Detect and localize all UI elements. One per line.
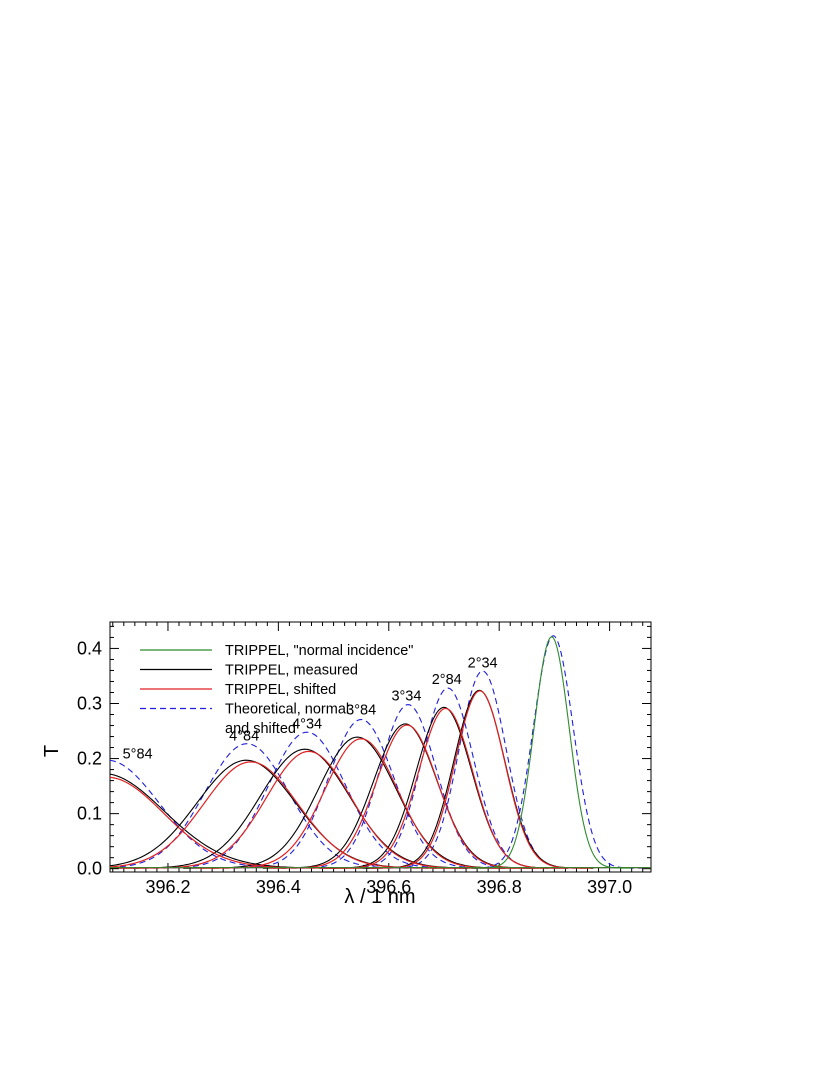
angle-annotation: 5°84 bbox=[123, 747, 153, 763]
x-tick-label: 396.6 bbox=[366, 877, 411, 897]
x-tick-label: 396.8 bbox=[477, 877, 522, 897]
peak-theoretical-4 bbox=[213, 718, 509, 869]
x-tick-label: 396.2 bbox=[145, 877, 190, 897]
angle-annotation: 2°84 bbox=[432, 672, 462, 688]
y-tick-label: 0.0 bbox=[77, 859, 102, 879]
peak-shifted-2 bbox=[269, 724, 545, 869]
peak-measured-0 bbox=[365, 689, 594, 869]
x-axis-title: λ / 1 nm bbox=[344, 886, 415, 908]
peak-shifted-1 bbox=[324, 707, 567, 869]
angle-annotation: 3°34 bbox=[391, 689, 421, 705]
legend-label: TRIPPEL, shifted bbox=[225, 682, 336, 698]
series-shifted bbox=[109, 690, 651, 869]
series-layer bbox=[109, 635, 651, 869]
peak-shifted-3 bbox=[197, 738, 525, 869]
angle-annotation: 3°84 bbox=[346, 703, 376, 719]
y-axis-title: T bbox=[41, 745, 63, 757]
legend: TRIPPEL, "normal incidence" TRIPPEL, meas… bbox=[140, 643, 413, 737]
y-tick-label: 0.2 bbox=[77, 749, 102, 769]
peak-theoretical-6 bbox=[109, 743, 437, 869]
axis-ticks bbox=[110, 622, 651, 872]
plot-frame bbox=[109, 621, 652, 873]
y-tick-label: 0.3 bbox=[77, 693, 102, 713]
tick-labels: 396.2 396.4 396.6 396.8 397.0 0.0 0.1 0.2 0.3 0.4 bbox=[77, 638, 632, 897]
x-tick-label: 397.0 bbox=[587, 877, 632, 897]
legend-label: Theoretical, normal bbox=[225, 702, 349, 718]
peak-shifted-6 bbox=[109, 776, 361, 869]
peak-measured-2 bbox=[262, 723, 548, 869]
legend-label: TRIPPEL, "normal incidence" bbox=[225, 643, 413, 659]
series-normal bbox=[110, 636, 651, 869]
annotations: 2°34 2°84 3°34 3°84 4°34 4°84 5°84 bbox=[123, 656, 498, 763]
y-tick-label: 0.1 bbox=[77, 804, 102, 824]
peak-measured-3 bbox=[183, 736, 532, 869]
angle-annotation: 4°34 bbox=[292, 716, 322, 732]
angle-annotation: 4°84 bbox=[229, 728, 259, 744]
peak-theoretical-3 bbox=[281, 704, 535, 869]
legend-label: and shifted bbox=[225, 721, 296, 737]
peak-normal-0 bbox=[472, 636, 631, 869]
peak-shifted-0 bbox=[369, 690, 591, 869]
legend-label: TRIPPEL, measured bbox=[225, 663, 358, 679]
peak-theoretical-5 bbox=[133, 731, 482, 869]
angle-annotation: 2°34 bbox=[468, 656, 498, 672]
y-tick-label: 0.4 bbox=[77, 638, 102, 658]
x-tick-label: 396.4 bbox=[256, 877, 301, 897]
peak-shifted-4 bbox=[118, 750, 499, 869]
series-theoretical bbox=[109, 635, 651, 869]
